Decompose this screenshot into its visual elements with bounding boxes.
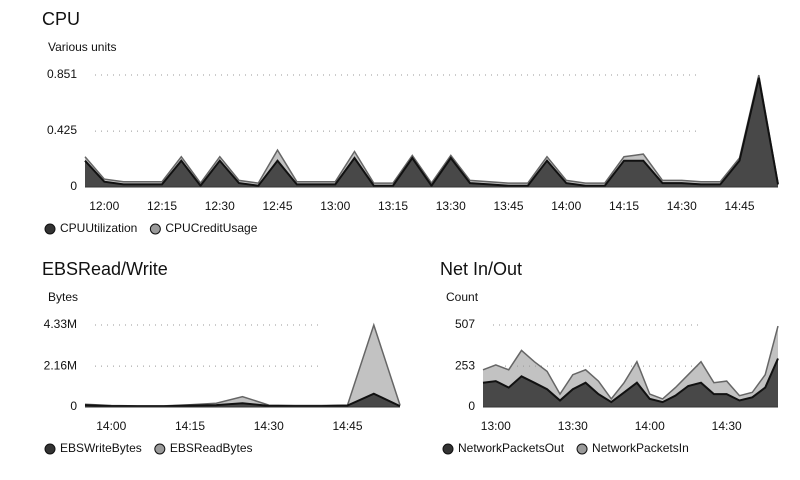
x-tick-label: 14:45 <box>724 199 754 213</box>
y-tick-label: 0.851 <box>47 67 77 81</box>
legend-label: CPUCreditUsage <box>165 221 257 235</box>
x-tick-label: 12:15 <box>147 199 177 213</box>
y-axis-label: Various units <box>48 40 116 54</box>
legend-swatch <box>576 443 588 455</box>
area <box>483 358 778 407</box>
chart-title: CPU <box>42 9 80 29</box>
x-tick-label: 14:00 <box>551 199 581 213</box>
x-tick-label: 13:30 <box>436 199 466 213</box>
line <box>84 74 779 185</box>
legend-swatch <box>44 443 56 455</box>
y-tick-label: 0 <box>70 179 77 193</box>
line <box>482 325 779 401</box>
x-tick-label: 12:30 <box>205 199 235 213</box>
y-tick-label: 253 <box>455 358 475 372</box>
chart-panel: EBSRead/Write Bytes 0 2.16M 4.33M 14:00 14:15 1… <box>42 259 401 455</box>
x-tick-label: 14:30 <box>254 419 284 433</box>
legend-label: EBSReadBytes <box>170 441 253 455</box>
legend-label: NetworkPacketsOut <box>458 441 565 455</box>
x-tick-label: 14:30 <box>712 419 742 433</box>
x-tick-label: 12:00 <box>89 199 119 213</box>
x-tick-label: 13:30 <box>558 419 588 433</box>
x-tick-label: 13:00 <box>320 199 350 213</box>
legend-label: NetworkPacketsIn <box>592 441 689 455</box>
y-axis-label: Count <box>446 290 479 304</box>
legend-swatch <box>149 223 161 235</box>
x-tick-label: 14:15 <box>175 419 205 433</box>
chart-panel: Net In/Out Count 0 253 507 13:00 13:30 14:00 14:… <box>440 259 779 455</box>
legend-swatch <box>44 223 56 235</box>
legend-label: CPUUtilization <box>60 221 137 235</box>
x-tick-label: 12:45 <box>262 199 292 213</box>
x-tick-label: 13:00 <box>481 419 511 433</box>
line <box>84 392 401 408</box>
chart-panel: CPU Various units 0 0.425 0.851 12:00 12:15 12:… <box>42 9 779 235</box>
x-tick-label: 14:15 <box>609 199 639 213</box>
legend-swatch <box>154 443 166 455</box>
legend-label: EBSWriteBytes <box>60 441 142 455</box>
x-tick-label: 14:45 <box>332 419 362 433</box>
line <box>482 358 779 404</box>
y-tick-label: 0 <box>468 399 475 413</box>
x-tick-label: 13:15 <box>378 199 408 213</box>
y-tick-label: 2.16M <box>44 358 77 372</box>
y-tick-label: 507 <box>455 317 475 331</box>
y-axis-label: Bytes <box>48 290 78 304</box>
area <box>85 325 400 407</box>
chart-title: Net In/Out <box>440 259 522 279</box>
x-tick-label: 13:45 <box>493 199 523 213</box>
y-tick-label: 4.33M <box>44 317 77 331</box>
x-tick-label: 14:00 <box>635 419 665 433</box>
area <box>85 393 400 407</box>
y-tick-label: 0 <box>70 399 77 413</box>
line <box>84 77 779 188</box>
x-tick-label: 14:30 <box>667 199 697 213</box>
y-tick-label: 0.425 <box>47 123 77 137</box>
chart-title: EBSRead/Write <box>42 259 168 279</box>
x-tick-label: 14:00 <box>96 419 126 433</box>
legend-swatch <box>442 443 454 455</box>
